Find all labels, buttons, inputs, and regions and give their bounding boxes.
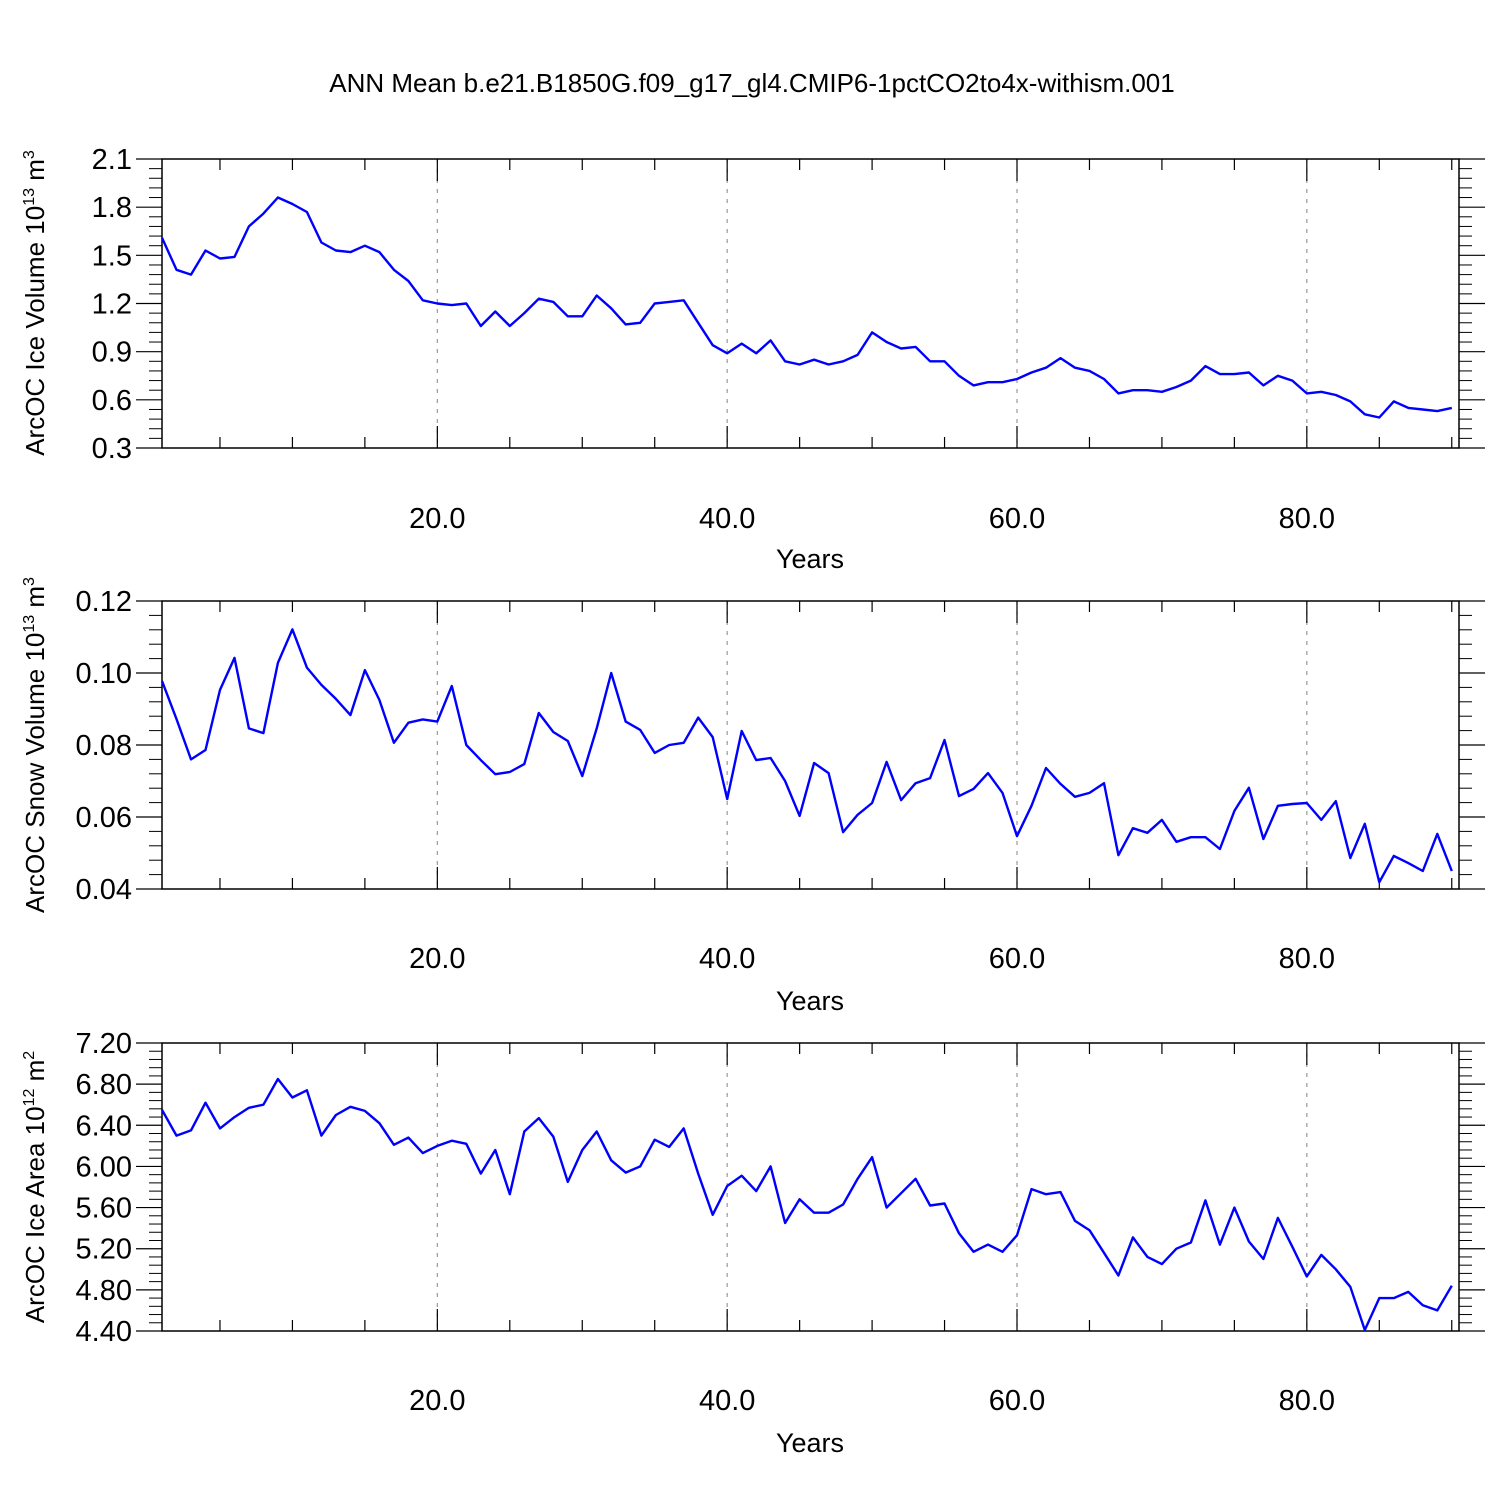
- y-axis-label-unit-exponent: 3: [21, 577, 38, 586]
- panel-2: 0.04 0.06 0.08 0.10 0.12 20.0 40.0 60.0 80.0 Year…: [20, 577, 1485, 1016]
- y-tick-label: 0.06: [76, 802, 132, 834]
- y-axis-label-exponent: 12: [21, 1089, 38, 1107]
- y-tick-label: 0.10: [76, 658, 132, 690]
- y-tick-label: 0.9: [92, 337, 132, 369]
- x-tick-label: 40.0: [699, 503, 755, 535]
- x-tick-label: 80.0: [1279, 1385, 1335, 1417]
- x-axis-label: Years: [776, 986, 844, 1016]
- y-tick-label: 4.40: [76, 1316, 132, 1348]
- y-axis-label-main: ArcOC Snow Volume 10: [20, 633, 50, 913]
- y-tick-label: 1.8: [92, 192, 132, 224]
- y-tick-label: 6.40: [76, 1110, 132, 1142]
- y-tick-label: 5.60: [76, 1193, 132, 1225]
- panel-1: 0.3 0.6 0.9 1.2 1.5 1.8 2.1 20.0 40.0 60.0 80.0 Yea…: [20, 144, 1485, 574]
- x-tick-label: 20.0: [409, 1385, 465, 1417]
- figure-title: ANN Mean b.e21.B1850G.f09_g17_gl4.CMIP6-…: [329, 68, 1174, 98]
- y-tick-label: 2.1: [92, 144, 132, 176]
- x-tick-label: 80.0: [1279, 503, 1335, 535]
- x-tick-label: 20.0: [409, 503, 465, 535]
- y-axis-label-unit: m: [20, 1060, 50, 1089]
- y-tick-label: 6.80: [76, 1069, 132, 1101]
- y-axis-label-exponent: 13: [21, 615, 38, 633]
- y-tick-label: 6.00: [76, 1151, 132, 1183]
- series-line: [160, 196, 1453, 419]
- y-axis-label-unit: m: [20, 586, 50, 615]
- y-tick-label: 0.6: [92, 385, 132, 417]
- y-tick-label: 0.12: [76, 586, 132, 618]
- x-tick-label: 20.0: [409, 943, 465, 975]
- y-axis-label: ArcOC Ice Area 1012 m2: [20, 1051, 50, 1323]
- x-tick-label: 60.0: [989, 1385, 1045, 1417]
- y-tick-label: 4.80: [76, 1275, 132, 1307]
- y-axis-label: ArcOC Snow Volume 1013 m3: [20, 577, 50, 913]
- x-tick-label: 40.0: [699, 943, 755, 975]
- y-axis-label-main: ArcOC Ice Area 10: [20, 1106, 50, 1323]
- plot-frame: [161, 1042, 1460, 1332]
- y-axis-label-main: ArcOC Ice Volume 10: [20, 206, 50, 456]
- y-tick-label: 7.20: [76, 1028, 132, 1060]
- y-axis-label: ArcOC Ice Volume 1013 m3: [20, 150, 50, 456]
- series-line: [160, 628, 1453, 884]
- y-axis-label-exponent: 13: [21, 188, 38, 206]
- y-tick-label: 1.5: [92, 240, 132, 272]
- x-tick-label: 60.0: [989, 503, 1045, 535]
- x-tick-label: 40.0: [699, 1385, 755, 1417]
- y-tick-label: 0.3: [92, 433, 132, 465]
- y-tick-label: 0.08: [76, 730, 132, 762]
- panels: 0.3 0.6 0.9 1.2 1.5 1.8 2.1 20.0 40.0 60.0 80.0 Yea…: [20, 144, 1485, 1458]
- x-tick-label: 60.0: [989, 943, 1045, 975]
- y-axis-label-unit-exponent: 3: [21, 150, 38, 159]
- y-tick-label: 1.2: [92, 289, 132, 321]
- x-axis-label: Years: [776, 1428, 844, 1458]
- panel-3: 4.40 4.80 5.20 5.60 6.00 6.40 6.80 7.20 20.0 40.0…: [20, 1028, 1485, 1458]
- y-tick-label: 5.20: [76, 1234, 132, 1266]
- series-line: [160, 1077, 1453, 1332]
- x-tick-label: 80.0: [1279, 943, 1335, 975]
- x-axis-label: Years: [776, 544, 844, 574]
- y-tick-label: 0.04: [76, 874, 132, 906]
- y-axis-label-unit-exponent: 2: [21, 1051, 38, 1060]
- y-axis-label-unit: m: [20, 159, 50, 188]
